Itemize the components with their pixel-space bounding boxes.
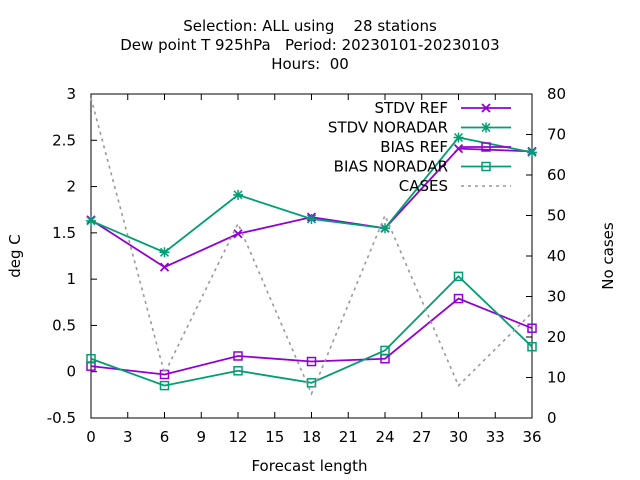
x-tick-label: 33 <box>486 428 505 446</box>
legend-label-0: STDV REF <box>374 99 448 117</box>
x-tick-label: 30 <box>449 428 468 446</box>
series-0-point <box>233 229 243 239</box>
y-tick-label: 2.5 <box>52 131 76 149</box>
legend-label-3: BIAS NORADAR <box>334 158 448 176</box>
y2-tick-label: 30 <box>547 288 566 306</box>
legend-marker-0 <box>481 103 491 113</box>
plot-frame <box>90 93 533 419</box>
series-3-point <box>233 366 243 376</box>
x-tick-label: 6 <box>160 428 170 446</box>
legend-marker-1 <box>481 122 491 133</box>
series-line-3 <box>90 275 533 387</box>
y2-axis-label: No cases <box>599 222 617 290</box>
y2-tick-label: 70 <box>547 126 566 144</box>
series-2-point <box>233 351 243 361</box>
series-line-4 <box>90 97 533 396</box>
series-2-point <box>527 323 537 333</box>
x-tick-label: 0 <box>86 428 96 446</box>
series-1-point <box>306 213 317 224</box>
y-tick-label: 3 <box>66 85 76 103</box>
legend-marker-2 <box>481 142 491 152</box>
series-1-point <box>86 215 96 226</box>
x-tick-label: 21 <box>339 428 358 446</box>
series-1-point <box>527 147 537 158</box>
series-line-1 <box>90 136 533 254</box>
x-tick-label: 27 <box>412 428 431 446</box>
y2-tick-label: 80 <box>547 85 566 103</box>
x-tick-label: 15 <box>265 428 284 446</box>
y2-tick-label: 10 <box>547 369 566 387</box>
x-tick-label: 24 <box>375 428 394 446</box>
y2-tick-label: 0 <box>547 409 557 427</box>
series-1-point <box>380 223 390 234</box>
x-tick-label: 12 <box>228 428 247 446</box>
y2-tick-label: 20 <box>547 328 566 346</box>
y2-tick-label: 60 <box>547 166 566 184</box>
series-3-point <box>380 345 390 356</box>
chart-title-line-2: Dew point T 925hPa Period: 20230101-2023… <box>120 36 500 54</box>
series-0-point <box>453 143 464 154</box>
series-line-2 <box>90 297 533 376</box>
x-tick-label: 18 <box>302 428 321 446</box>
y-tick-label: 2 <box>66 178 76 196</box>
chart-title-line-1: Selection: ALL using 28 stations <box>183 17 437 35</box>
y2-tick-label: 40 <box>547 247 566 265</box>
y-tick-label: 0.5 <box>52 316 76 334</box>
series-3-point <box>159 380 170 391</box>
y-tick-label: -0.5 <box>47 409 76 427</box>
y2-tick-label: 50 <box>547 207 566 225</box>
series-3-point <box>453 271 464 282</box>
series-3-point <box>527 341 537 352</box>
x-axis-label: Forecast length <box>251 457 367 475</box>
y-tick-label: 0 <box>66 363 76 381</box>
series-1-point <box>233 189 243 200</box>
y-axis-label: deg C <box>6 234 24 278</box>
series-0-point <box>159 262 170 272</box>
x-tick-label: 3 <box>123 428 133 446</box>
series-2-point <box>306 356 317 367</box>
y-tick-label: 1 <box>66 270 76 288</box>
x-tick-label: 36 <box>522 428 541 446</box>
legend-marker-3 <box>481 161 491 172</box>
series-2-point <box>453 293 464 304</box>
series-1-point <box>453 132 464 143</box>
legend-label-1: STDV NORADAR <box>328 119 448 137</box>
legend-label-2: BIAS REF <box>380 138 448 156</box>
series-3-point <box>86 354 96 364</box>
legend-label-4: CASES <box>399 177 448 195</box>
chart-title-line-3: Hours: 00 <box>271 55 349 73</box>
series-1-point <box>159 247 170 258</box>
x-tick-label: 9 <box>196 428 206 446</box>
y-tick-label: 1.5 <box>52 224 76 242</box>
